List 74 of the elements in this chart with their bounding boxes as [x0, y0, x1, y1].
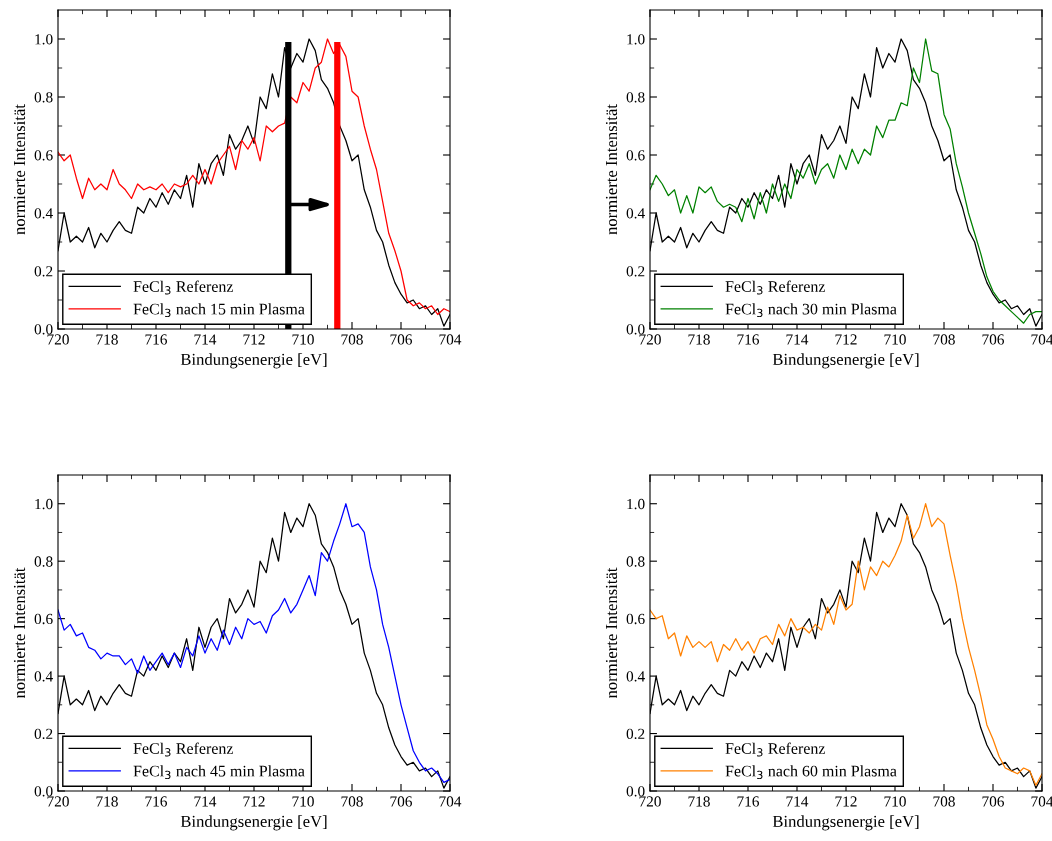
y-tick-label: 0.2 [34, 728, 53, 740]
x-tick-label: 714 [194, 796, 217, 807]
legend-label: FeCl$_{3}$ Referenz [725, 280, 826, 295]
x-tick-label: 716 [737, 334, 759, 345]
x-tick-label: 708 [933, 796, 955, 807]
x-tick-label: 710 [292, 796, 314, 807]
x-tick-label: 710 [292, 334, 314, 345]
y-tick-label: 1.0 [35, 498, 53, 510]
legend-label: FeCl$_{3}$ Referenz [133, 280, 234, 295]
x-axis-title: Bindungsenergie [eV] [772, 815, 919, 831]
y-tick-label: 0.6 [626, 150, 645, 161]
x-tick-label: 706 [982, 796, 1004, 807]
x-tick-label: 712 [835, 796, 857, 807]
legend-label: FeCl$_{3}$ Referenz [133, 742, 234, 757]
x-tick-label: 718 [96, 334, 118, 345]
y-tick-label: 0.4 [626, 671, 645, 682]
x-tick-label: 704 [439, 796, 462, 807]
y-tick-label: 0.8 [626, 92, 645, 103]
x-tick-label: 714 [786, 334, 809, 345]
y-tick-label: 0.2 [34, 266, 53, 277]
legend-label: FeCl$_{3}$ nach 45 min Plasma [133, 765, 305, 780]
x-axis-title: Bindungsenergie [eV] [180, 815, 327, 831]
x-axis-title: Bindungsenergie [eV] [180, 353, 327, 369]
x-tick-label: 714 [786, 796, 809, 807]
x-tick-label: 706 [982, 334, 1004, 345]
y-tick-label: 0.0 [34, 324, 53, 335]
x-tick-label: 716 [145, 796, 167, 807]
y-tick-label: 0.0 [626, 786, 645, 797]
y-axis-title: normierte Intensität [605, 567, 618, 699]
y-axis-title: normierte Intensität [605, 104, 618, 235]
x-axis-title: Bindungsenergie [eV] [772, 353, 919, 369]
y-tick-label: 0.8 [626, 556, 645, 567]
y-axis-title: normierte Intensität [13, 104, 26, 235]
y-tick-label: 1.0 [627, 498, 645, 510]
x-tick-label: 706 [390, 796, 412, 807]
x-tick-label: 718 [688, 334, 710, 345]
y-axis-title: normierte Intensität [13, 567, 26, 699]
x-tick-label: 710 [884, 796, 906, 807]
y-tick-label: 0.6 [626, 613, 645, 625]
y-tick-label: 0.4 [34, 671, 53, 682]
x-tick-label: 712 [243, 334, 265, 345]
x-tick-label: 720 [639, 796, 661, 807]
x-tick-label: 718 [688, 796, 710, 807]
x-tick-label: 712 [835, 334, 857, 345]
x-tick-label: 716 [145, 334, 167, 345]
x-tick-label: 716 [737, 796, 759, 807]
x-tick-label: 714 [194, 334, 217, 345]
y-tick-label: 0.4 [626, 208, 645, 219]
x-tick-label: 710 [884, 334, 906, 345]
y-tick-label: 1.0 [35, 34, 53, 45]
y-tick-label: 0.0 [34, 786, 53, 797]
x-tick-label: 704 [439, 334, 462, 345]
x-tick-label: 720 [639, 334, 661, 345]
x-tick-label: 708 [341, 796, 363, 807]
y-tick-label: 0.4 [34, 208, 53, 219]
y-tick-label: 0.2 [626, 728, 645, 740]
x-tick-label: 718 [96, 796, 118, 807]
y-tick-label: 1.0 [627, 34, 645, 45]
legend-label: FeCl$_{3}$ Referenz [725, 742, 826, 757]
y-tick-label: 0.6 [34, 613, 53, 625]
y-tick-label: 0.2 [626, 266, 645, 277]
y-tick-label: 0.6 [34, 150, 53, 161]
y-tick-label: 0.8 [34, 556, 53, 567]
y-tick-label: 0.8 [34, 92, 53, 103]
legend-label: FeCl$_{3}$ nach 60 min Plasma [725, 765, 897, 780]
x-tick-label: 720 [47, 796, 69, 807]
x-tick-label: 720 [47, 334, 69, 345]
x-tick-label: 712 [243, 796, 265, 807]
legend-label: FeCl$_{3}$ nach 30 min Plasma [725, 303, 897, 318]
x-tick-label: 708 [341, 334, 363, 345]
legend-label: FeCl$_{3}$ nach 15 min Plasma [133, 303, 305, 318]
x-tick-label: 708 [933, 334, 955, 345]
x-tick-label: 706 [390, 334, 412, 345]
y-tick-label: 0.0 [626, 324, 645, 335]
